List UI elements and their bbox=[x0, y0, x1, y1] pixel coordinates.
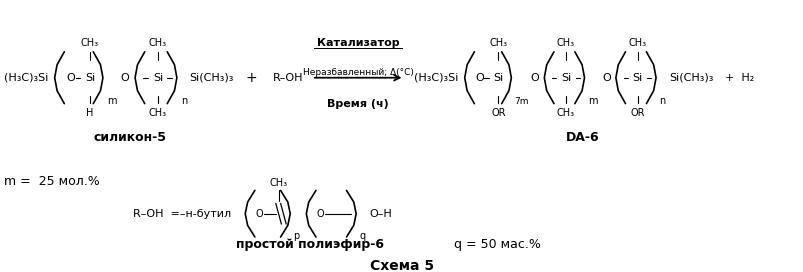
Text: CH₃: CH₃ bbox=[81, 38, 99, 48]
Text: H: H bbox=[86, 108, 94, 118]
Text: CH₃: CH₃ bbox=[149, 108, 166, 118]
Text: n: n bbox=[658, 96, 665, 106]
Text: Si(CH₃)₃: Si(CH₃)₃ bbox=[668, 73, 712, 83]
Text: Время (ч): Время (ч) bbox=[327, 99, 389, 109]
Text: (H₃C)₃Si: (H₃C)₃Si bbox=[4, 73, 48, 83]
Text: силикон-5: силикон-5 bbox=[94, 131, 166, 144]
Text: CH₃: CH₃ bbox=[628, 38, 646, 48]
Text: OR: OR bbox=[491, 108, 505, 118]
Text: n: n bbox=[181, 96, 187, 106]
Text: Si: Si bbox=[560, 73, 571, 83]
Text: CH₃: CH₃ bbox=[556, 38, 574, 48]
Text: O: O bbox=[255, 209, 263, 219]
Text: m =  25 мол.%: m = 25 мол.% bbox=[4, 175, 100, 188]
Text: p: p bbox=[293, 231, 300, 241]
Text: 7m: 7m bbox=[514, 97, 528, 106]
Text: DA-6: DA-6 bbox=[565, 131, 599, 144]
Text: CH₃: CH₃ bbox=[489, 38, 507, 48]
Text: O: O bbox=[120, 73, 129, 83]
Text: m: m bbox=[107, 96, 116, 106]
Text: O: O bbox=[67, 73, 75, 83]
Text: Si: Si bbox=[153, 73, 163, 83]
Text: Схема 5: Схема 5 bbox=[369, 258, 434, 272]
Text: Si: Si bbox=[493, 73, 503, 83]
Text: O: O bbox=[475, 73, 483, 83]
Text: O–H: O–H bbox=[369, 209, 392, 219]
Text: простой полиэфир-6: простой полиэфир-6 bbox=[235, 238, 383, 251]
Text: +  H₂: + H₂ bbox=[724, 73, 753, 83]
Text: OR: OR bbox=[630, 108, 644, 118]
Text: q: q bbox=[359, 231, 365, 241]
Text: +: + bbox=[245, 71, 256, 85]
Text: CH₃: CH₃ bbox=[149, 38, 166, 48]
Text: Si: Si bbox=[632, 73, 642, 83]
Text: Si: Si bbox=[85, 73, 96, 83]
Text: R–OH: R–OH bbox=[273, 73, 304, 83]
Text: Неразбавленный; Δ(°C): Неразбавленный; Δ(°C) bbox=[303, 67, 413, 76]
Text: CH₃: CH₃ bbox=[270, 178, 287, 188]
Text: Si(CH₃)₃: Si(CH₃)₃ bbox=[190, 73, 234, 83]
Text: Катализатор: Катализатор bbox=[316, 38, 399, 48]
Text: R–OH  =–н-бутил: R–OH =–н-бутил bbox=[132, 209, 230, 219]
Text: m: m bbox=[587, 96, 597, 106]
Text: O: O bbox=[601, 73, 610, 83]
Text: CH₃: CH₃ bbox=[556, 108, 574, 118]
Text: q = 50 мас.%: q = 50 мас.% bbox=[454, 238, 540, 251]
Text: O: O bbox=[530, 73, 539, 83]
Text: O: O bbox=[316, 209, 324, 219]
Text: (H₃C)₃Si: (H₃C)₃Si bbox=[414, 73, 458, 83]
